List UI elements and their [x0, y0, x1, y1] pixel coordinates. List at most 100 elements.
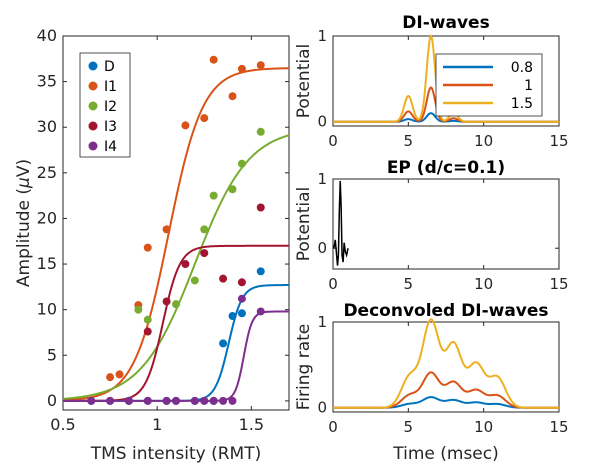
- amplitude-ylabel: Amplitude (μV): [14, 159, 34, 287]
- diwaves-ytick-label: 0: [317, 113, 327, 131]
- deconv-ytick-label: 0: [317, 399, 327, 417]
- diwaves-ylabel: Potential: [294, 44, 314, 118]
- deconv-ytick-label: 1: [317, 313, 327, 331]
- data-point-i4: [237, 294, 246, 303]
- data-point-i2: [134, 305, 143, 314]
- data-point-i4: [219, 396, 228, 405]
- data-point-i3: [143, 327, 152, 336]
- data-point-i2: [237, 159, 246, 168]
- amplitude-xtick-label: 1: [152, 415, 162, 434]
- data-point-i3: [181, 260, 190, 269]
- data-point-i4: [162, 396, 171, 405]
- legend-marker-i3: [88, 121, 98, 131]
- data-point-d: [219, 339, 228, 348]
- diwaves-xtick-label: 5: [404, 132, 414, 150]
- deconv-ylabel: Firing rate: [294, 324, 314, 410]
- data-point-i1: [256, 61, 265, 70]
- deconv-xlabel: Time (msec): [392, 444, 499, 464]
- data-point-i1: [237, 64, 246, 73]
- data-point-i4: [200, 396, 209, 405]
- amplitude-ytick-label: 0: [47, 391, 57, 410]
- ep-ylabel: Potential: [294, 187, 314, 261]
- amplitude-points: [87, 55, 265, 405]
- deconv-xtick-label: 5: [404, 418, 414, 436]
- diwaves-legend-label-1-5: 1.5: [511, 96, 533, 112]
- data-point-i1: [115, 370, 124, 379]
- diwaves-panel: 0 5 10 15 0 1 DI-waves Potential 0.8 1 1.5: [294, 13, 569, 150]
- deconv-xtick-label: 10: [474, 418, 493, 436]
- legend-marker-i2: [88, 101, 98, 111]
- amplitude-ytick-label: 25: [37, 163, 57, 182]
- deconv-panel: 0 5 10 15 0 1 Deconvoled DI-waves Firing rate…: [294, 301, 569, 464]
- fit-curve-i2: [62, 134, 290, 400]
- amplitude-ytick-label: 5: [47, 345, 57, 364]
- amplitude-ytick-label: 35: [37, 72, 57, 91]
- amplitude-ytick-label: 10: [37, 300, 57, 319]
- data-point-i4: [256, 307, 265, 316]
- data-point-i4: [190, 396, 199, 405]
- ep-line: [332, 181, 349, 266]
- ep-ytick-label: 1: [317, 170, 327, 188]
- deconv-title: Deconvoled DI-waves: [343, 301, 548, 321]
- data-point-i1: [209, 55, 218, 64]
- deconv-xtick-label: 0: [328, 418, 338, 436]
- data-point-i4: [172, 396, 180, 405]
- data-point-i4: [143, 396, 152, 405]
- data-point-i4: [209, 396, 218, 405]
- amplitude-xlabel: TMS intensity (RMT): [90, 444, 261, 464]
- amplitude-ytick-label: 15: [37, 254, 57, 273]
- data-point-i2: [172, 300, 180, 309]
- ep-axes-box: [332, 178, 560, 270]
- legend-marker-d: [88, 61, 98, 71]
- legend-label-i4: I4: [104, 139, 117, 155]
- ep-xtick-label: 10: [474, 275, 493, 293]
- data-point-i1: [162, 225, 171, 234]
- amplitude-ytick-label: 20: [37, 208, 57, 227]
- data-point-i2: [190, 276, 199, 285]
- diwaves-lines: [333, 33, 559, 123]
- ep-xtick-label: 0: [328, 275, 338, 293]
- diwaves-xtick-label: 10: [474, 132, 493, 150]
- deconv-line-1-5: [333, 318, 559, 409]
- ep-title: EP (d/c=0.1): [387, 158, 505, 178]
- amplitude-ytick-label: 40: [37, 26, 57, 45]
- legend-label-d: D: [104, 59, 115, 75]
- deconv-xtick-label: 15: [549, 418, 568, 436]
- data-point-i2: [143, 315, 152, 324]
- data-point-i2: [200, 225, 209, 234]
- amplitude-xtick-label: 0.5: [50, 415, 75, 434]
- deconv-lines: [333, 318, 559, 409]
- legend-label-i2: I2: [104, 99, 117, 115]
- diwaves-xtick-label: 0: [328, 132, 338, 150]
- data-point-i3: [162, 297, 171, 306]
- data-point-i1: [181, 121, 190, 130]
- amplitude-ytick-label: 30: [37, 117, 57, 136]
- data-point-i4: [124, 396, 133, 405]
- ep-lines: [332, 181, 349, 266]
- data-point-i3: [200, 249, 209, 258]
- data-point-i3: [237, 278, 246, 287]
- data-point-i4: [228, 396, 237, 405]
- diwaves-title: DI-waves: [402, 13, 489, 33]
- amplitude-xtick-label: 1.5: [239, 415, 264, 434]
- ep-xtick-label: 15: [549, 275, 568, 293]
- diwaves-line-1-5: [333, 33, 559, 123]
- amplitude-panel: 0.5 1 1.5 0 5 10 15 20 25 30 35 40 TMS intensity (R…: [14, 26, 290, 464]
- data-point-i1: [228, 92, 237, 101]
- data-point-i4: [87, 396, 96, 405]
- ep-xtick-label: 5: [404, 275, 414, 293]
- data-point-d: [228, 312, 237, 321]
- diwaves-ytick-label: 1: [317, 27, 327, 45]
- deconv-axes-box: [332, 321, 560, 413]
- data-point-i1: [143, 243, 152, 252]
- diwaves-ticks: 0 5 10 15 0 1: [317, 27, 568, 150]
- ep-ticks: 0 5 10 15 0 1: [317, 170, 568, 293]
- data-point-d: [256, 267, 265, 276]
- data-point-i2: [209, 191, 218, 200]
- amplitude-ticks: 0.5 1 1.5 0 5 10 15 20 25 30 35 40: [37, 26, 289, 434]
- diwaves-xtick-label: 15: [549, 132, 568, 150]
- diwaves-legend-label-0-8: 0.8: [511, 60, 533, 76]
- legend-marker-i4: [88, 141, 98, 151]
- data-point-i2: [228, 185, 237, 194]
